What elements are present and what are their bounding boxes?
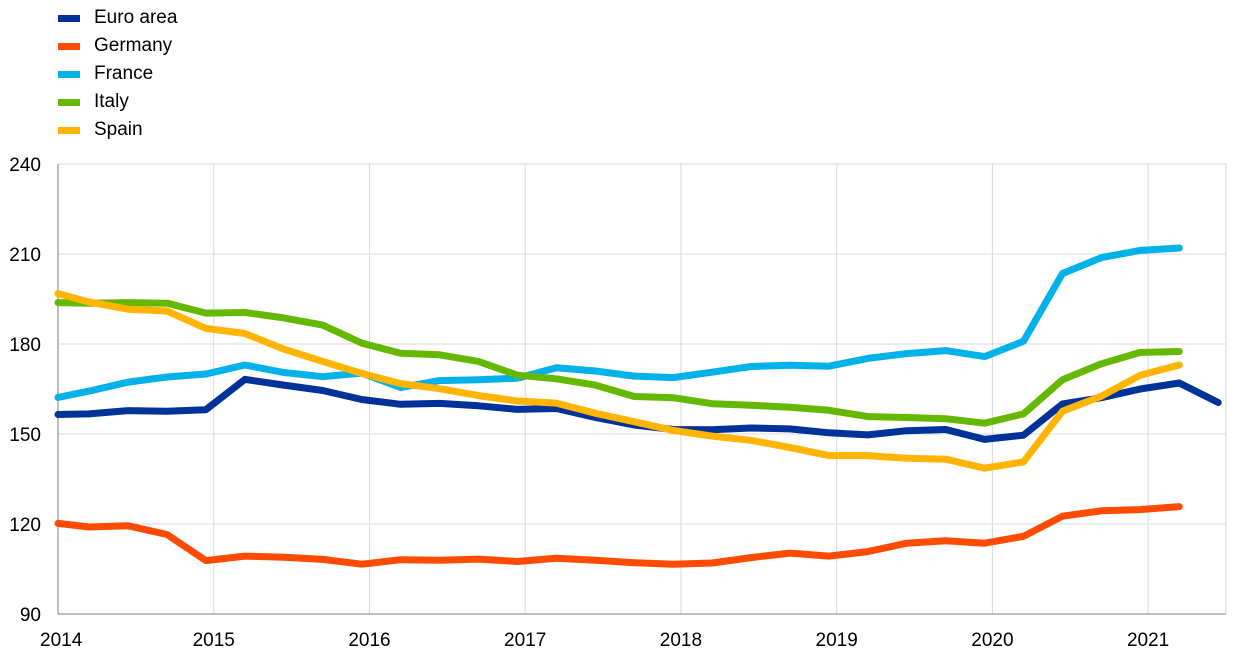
- series-line-spain: [54, 290, 1183, 472]
- grid-lines: [58, 163, 1227, 614]
- legend-item: Italy: [58, 88, 177, 116]
- x-tick-label: 2019: [816, 630, 858, 651]
- y-tick-label: 120: [9, 515, 41, 536]
- y-tick-label: 180: [9, 335, 41, 356]
- series-line-germany: [54, 503, 1183, 568]
- legend-item: Germany: [58, 32, 177, 60]
- x-tick-label: 2018: [660, 630, 702, 651]
- legend-swatch: [58, 126, 80, 134]
- legend-swatch: [58, 70, 80, 78]
- tick-labels: 90 120 150 180 210 240 2014 2015 2016 2017 2018 201…: [9, 155, 1169, 651]
- y-tick-label: 150: [9, 425, 41, 446]
- legend-item: Spain: [58, 116, 177, 144]
- legend-label: Germany: [94, 35, 173, 56]
- y-tick-label: 210: [9, 245, 41, 266]
- legend-label: Euro area: [94, 7, 178, 28]
- x-tick-label: 2015: [193, 630, 235, 651]
- x-tick-label: 2014: [40, 630, 83, 651]
- series-lines: [54, 244, 1222, 568]
- legend: Euro area Germany France Italy Spain: [58, 4, 177, 144]
- x-tick-label: 2016: [348, 630, 390, 651]
- legend-label: Spain: [94, 119, 143, 140]
- y-tick-label: 240: [9, 155, 41, 176]
- x-tick-label: 2021: [1127, 630, 1169, 651]
- axes: [57, 164, 1226, 615]
- y-tick-label: 90: [20, 605, 41, 626]
- series-line-italy: [54, 299, 1183, 427]
- legend-swatch: [58, 14, 80, 22]
- series-line-france: [54, 244, 1183, 401]
- legend-label: Italy: [94, 91, 129, 112]
- x-tick-label: 2017: [504, 630, 546, 651]
- x-tick-label: 2020: [971, 630, 1013, 651]
- legend-label: France: [94, 63, 154, 84]
- legend-swatch: [58, 42, 80, 50]
- legend-item: France: [58, 60, 177, 88]
- legend-item: Euro area: [58, 4, 177, 32]
- legend-swatch: [58, 98, 80, 106]
